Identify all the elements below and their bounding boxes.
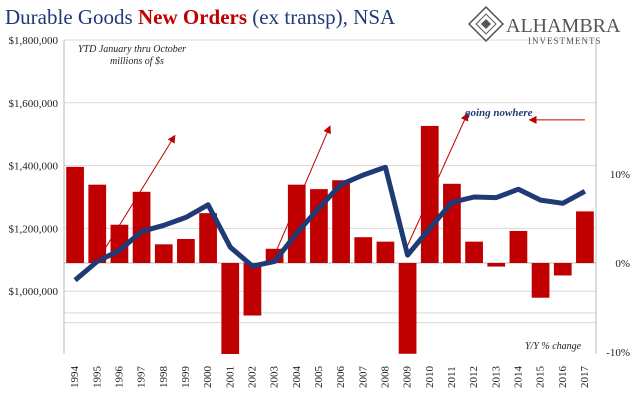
bar-1999 xyxy=(177,238,195,263)
bar-2001 xyxy=(221,263,240,354)
x-tick-label-2000: 2000 xyxy=(202,366,214,389)
x-tick-label-1998: 1998 xyxy=(158,366,170,389)
x-tick-label-2014: 2014 xyxy=(512,366,524,389)
chart-title: Durable Goods New Orders (ex transp), NS… xyxy=(5,5,396,29)
trend-arrow xyxy=(274,125,331,256)
callout-going-nowhere: going nowhere xyxy=(464,107,533,119)
left-tick-label: $1,800,000 xyxy=(9,35,59,47)
brand-name: ALHAMBRA xyxy=(506,15,621,37)
brand-logo: ALHAMBRA INVESTMENTS xyxy=(467,5,621,46)
bar-2016 xyxy=(553,263,572,276)
bar-1994 xyxy=(66,166,84,263)
brand-subtitle: INVESTMENTS xyxy=(528,36,602,46)
trend-arrows xyxy=(96,112,585,262)
bar-2000 xyxy=(199,213,217,263)
x-tick-label-2013: 2013 xyxy=(490,366,502,389)
x-tick-label-1999: 1999 xyxy=(180,366,192,389)
left-tick-label: $1,600,000 xyxy=(9,98,59,110)
bar-2004 xyxy=(287,184,306,263)
x-tick-label-2016: 2016 xyxy=(557,366,569,389)
bar-series xyxy=(66,125,594,354)
x-tick-label-2002: 2002 xyxy=(246,366,258,388)
bar-2009 xyxy=(398,263,417,354)
x-tick-label-2001: 2001 xyxy=(224,366,236,388)
bar-2010 xyxy=(420,125,439,263)
x-tick-label-1997: 1997 xyxy=(136,366,148,389)
left-axis-note-line1: YTD January thru October xyxy=(78,44,186,55)
x-axis-ticks: 1994 1995 1996 1997 1998 1999 2000 2001 2002 2003… xyxy=(69,366,591,389)
right-axis-note: Y/Y % change xyxy=(525,341,582,352)
bar-2012 xyxy=(465,241,483,263)
x-tick-label-1996: 1996 xyxy=(113,366,125,389)
bar-2013 xyxy=(487,263,506,267)
right-tick-label: 0% xyxy=(615,258,630,270)
trend-arrow xyxy=(407,112,469,246)
x-tick-label-2006: 2006 xyxy=(335,366,347,389)
trend-arrow xyxy=(96,134,176,262)
left-tick-label: $1,200,000 xyxy=(9,223,59,235)
bar-1998 xyxy=(154,244,173,263)
right-tick-label: -10% xyxy=(606,347,630,359)
bar-2006 xyxy=(332,180,350,263)
brand-mark-icon xyxy=(467,5,505,43)
left-axis-ticks: $1,000,000 $1,200,000 $1,400,000 $1,600,000… xyxy=(9,35,59,298)
bar-2005 xyxy=(310,189,328,263)
line-series xyxy=(73,164,587,283)
x-tick-label-2005: 2005 xyxy=(313,366,325,389)
bar-2002 xyxy=(243,263,262,316)
x-tick-label-2009: 2009 xyxy=(402,366,414,389)
x-tick-label-2015: 2015 xyxy=(535,366,547,389)
bar-1997 xyxy=(132,191,151,263)
left-tick-label: $1,400,000 xyxy=(9,161,59,173)
x-tick-label-2007: 2007 xyxy=(357,366,369,389)
bar-2014 xyxy=(509,230,528,263)
bar-1995 xyxy=(88,184,107,263)
x-tick-label-2010: 2010 xyxy=(424,366,436,389)
right-tick-label: 10% xyxy=(610,169,630,181)
right-axis-ticks: -10% 0% 10% xyxy=(606,169,630,359)
left-tick-label: $1,000,000 xyxy=(9,286,59,298)
bar-2011 xyxy=(443,183,461,263)
bar-2017 xyxy=(576,211,594,263)
x-tick-label-2008: 2008 xyxy=(379,366,391,389)
bar-2015 xyxy=(531,263,550,298)
x-tick-label-2004: 2004 xyxy=(291,366,303,389)
x-tick-label-2017: 2017 xyxy=(579,366,591,389)
bar-2007 xyxy=(354,237,373,263)
x-tick-label-1994: 1994 xyxy=(69,366,81,389)
x-tick-label-1995: 1995 xyxy=(91,366,103,389)
bar-2008 xyxy=(376,241,395,263)
x-tick-label-2011: 2011 xyxy=(446,366,458,388)
left-axis-note-line2: millions of $s xyxy=(110,56,164,67)
x-tick-label-2012: 2012 xyxy=(468,366,480,388)
x-tick-label-2003: 2003 xyxy=(269,366,281,389)
